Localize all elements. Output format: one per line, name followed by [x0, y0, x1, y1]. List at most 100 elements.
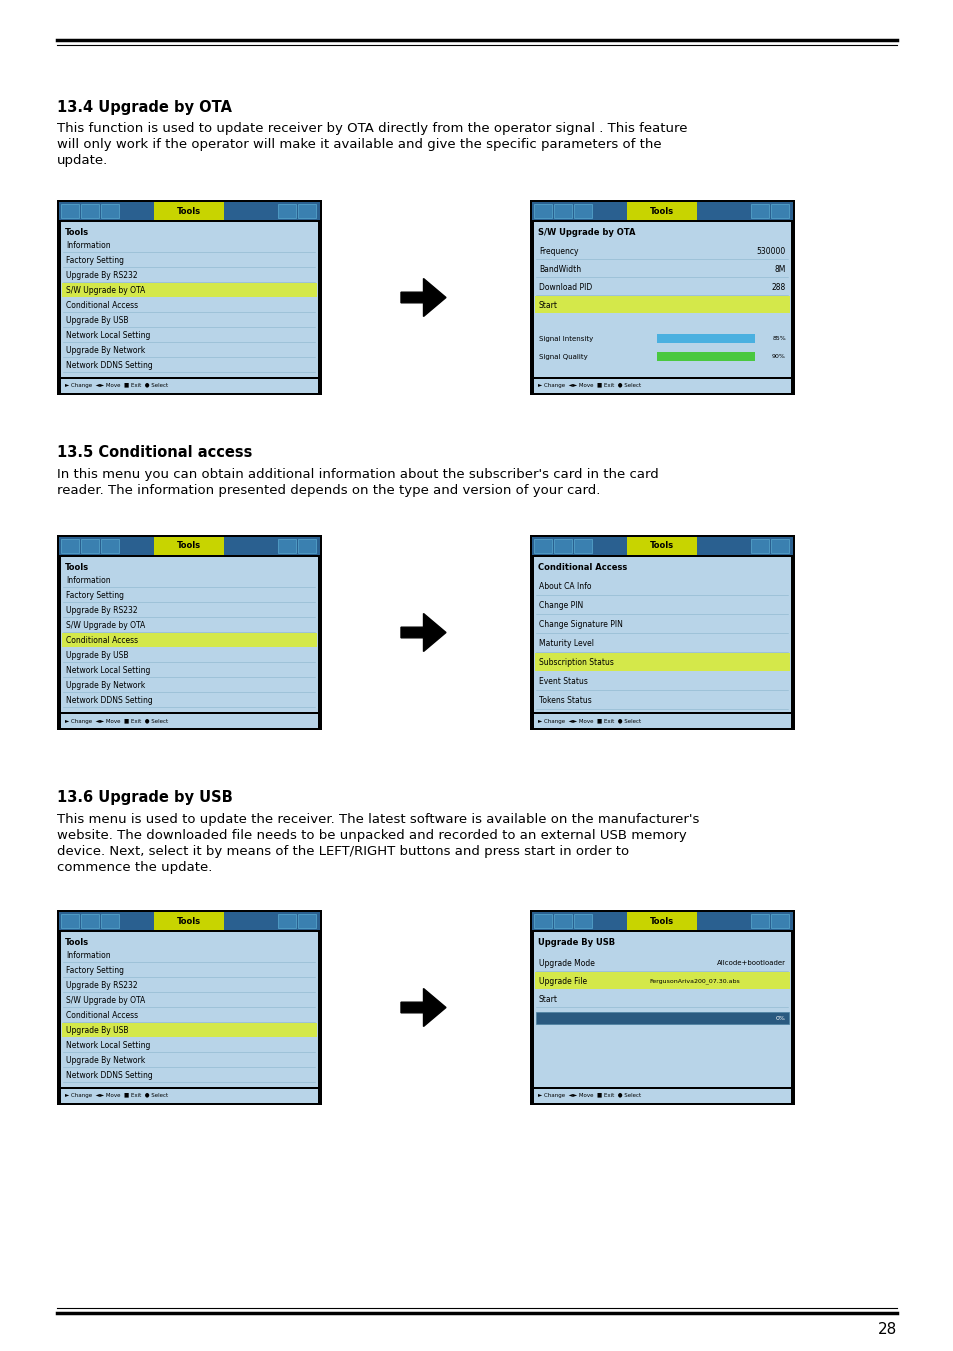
FancyBboxPatch shape [62, 634, 316, 647]
Text: 28: 28 [877, 1323, 896, 1337]
Text: 90%: 90% [771, 354, 785, 359]
Text: 85%: 85% [771, 336, 785, 342]
Text: Information: Information [66, 240, 111, 250]
Text: In this menu you can obtain additional information about the subscriber's card i: In this menu you can obtain additional i… [57, 467, 659, 481]
FancyBboxPatch shape [101, 204, 119, 218]
Text: Network DDNS Setting: Network DDNS Setting [66, 1071, 152, 1079]
FancyBboxPatch shape [62, 282, 316, 297]
Text: This function is used to update receiver by OTA directly from the operator signa: This function is used to update receiver… [57, 122, 687, 135]
FancyBboxPatch shape [101, 915, 119, 928]
Text: FergusonAriva200_07.30.abs: FergusonAriva200_07.30.abs [649, 978, 740, 984]
FancyBboxPatch shape [657, 353, 754, 361]
FancyBboxPatch shape [534, 932, 790, 1088]
FancyBboxPatch shape [574, 204, 592, 218]
FancyBboxPatch shape [297, 204, 315, 218]
FancyBboxPatch shape [61, 557, 317, 712]
Text: S/W Upgrade by OTA: S/W Upgrade by OTA [66, 286, 145, 295]
FancyBboxPatch shape [62, 1023, 316, 1038]
FancyBboxPatch shape [750, 539, 768, 553]
Text: Download PID: Download PID [538, 282, 592, 292]
FancyBboxPatch shape [534, 204, 552, 218]
Text: Information: Information [66, 951, 111, 961]
Text: 288: 288 [771, 282, 785, 292]
FancyBboxPatch shape [535, 653, 789, 671]
FancyBboxPatch shape [57, 911, 322, 1105]
Text: Network Local Setting: Network Local Setting [66, 666, 151, 676]
Text: Frequency: Frequency [538, 246, 578, 255]
Text: Tokens Status: Tokens Status [538, 696, 591, 705]
FancyBboxPatch shape [153, 912, 224, 929]
Text: This menu is used to update the receiver. The latest software is available on th: This menu is used to update the receiver… [57, 813, 699, 825]
FancyBboxPatch shape [554, 204, 572, 218]
Text: Allcode+bootloader: Allcode+bootloader [717, 961, 785, 966]
FancyBboxPatch shape [626, 203, 697, 220]
FancyBboxPatch shape [57, 200, 322, 394]
Text: Upgrade By USB: Upgrade By USB [66, 1025, 129, 1035]
Text: Upgrade By USB: Upgrade By USB [66, 316, 129, 326]
FancyBboxPatch shape [534, 539, 552, 553]
Text: Upgrade By RS232: Upgrade By RS232 [66, 607, 137, 615]
Text: Start: Start [538, 300, 558, 309]
Text: ► Change  ◄► Move  ■ Exit  ● Select: ► Change ◄► Move ■ Exit ● Select [537, 719, 640, 724]
Text: Tools: Tools [176, 207, 201, 216]
Text: 0%: 0% [776, 1016, 785, 1020]
FancyBboxPatch shape [61, 204, 79, 218]
Text: Conditional Access: Conditional Access [66, 301, 138, 309]
FancyBboxPatch shape [101, 539, 119, 553]
Text: Conditional Access: Conditional Access [66, 636, 138, 644]
Text: ► Change  ◄► Move  ■ Exit  ● Select: ► Change ◄► Move ■ Exit ● Select [65, 719, 168, 724]
Text: S/W Upgrade by OTA: S/W Upgrade by OTA [537, 228, 635, 236]
FancyBboxPatch shape [750, 204, 768, 218]
Text: Subscription Status: Subscription Status [538, 658, 613, 667]
FancyBboxPatch shape [59, 203, 319, 220]
FancyBboxPatch shape [59, 536, 319, 555]
FancyBboxPatch shape [297, 539, 315, 553]
Text: Tools: Tools [176, 916, 201, 925]
Text: Upgrade By RS232: Upgrade By RS232 [66, 272, 137, 280]
Text: Signal Quality: Signal Quality [538, 354, 587, 359]
FancyBboxPatch shape [535, 296, 789, 313]
Text: Network DDNS Setting: Network DDNS Setting [66, 696, 152, 705]
FancyBboxPatch shape [277, 204, 295, 218]
FancyBboxPatch shape [770, 915, 788, 928]
FancyBboxPatch shape [574, 915, 592, 928]
Text: ► Change  ◄► Move  ■ Exit  ● Select: ► Change ◄► Move ■ Exit ● Select [65, 384, 168, 389]
Text: Signal Intensity: Signal Intensity [538, 336, 593, 342]
Text: Tools: Tools [65, 938, 89, 947]
Text: Factory Setting: Factory Setting [66, 255, 124, 265]
Text: Conditional Access: Conditional Access [537, 563, 626, 571]
Text: Upgrade By Network: Upgrade By Network [66, 681, 145, 690]
FancyBboxPatch shape [530, 535, 794, 730]
Text: Conditional Access: Conditional Access [66, 1011, 138, 1020]
Text: 13.6 Upgrade by USB: 13.6 Upgrade by USB [57, 790, 233, 805]
FancyBboxPatch shape [530, 911, 794, 1105]
FancyBboxPatch shape [277, 539, 295, 553]
Text: reader. The information presented depends on the type and version of your card.: reader. The information presented depend… [57, 484, 599, 497]
FancyBboxPatch shape [61, 539, 79, 553]
Text: website. The downloaded file needs to be unpacked and recorded to an external US: website. The downloaded file needs to be… [57, 830, 686, 842]
FancyBboxPatch shape [57, 535, 322, 730]
Text: Tools: Tools [649, 207, 674, 216]
Text: commence the update.: commence the update. [57, 861, 213, 874]
FancyBboxPatch shape [59, 912, 319, 929]
FancyBboxPatch shape [61, 1089, 317, 1102]
Text: Upgrade By USB: Upgrade By USB [537, 938, 615, 947]
FancyBboxPatch shape [81, 204, 99, 218]
Text: Upgrade By RS232: Upgrade By RS232 [66, 981, 137, 990]
FancyBboxPatch shape [61, 222, 317, 377]
Text: 13.4 Upgrade by OTA: 13.4 Upgrade by OTA [57, 100, 232, 115]
Text: Tools: Tools [649, 916, 674, 925]
FancyBboxPatch shape [61, 915, 79, 928]
Text: Start: Start [538, 994, 558, 1004]
Text: update.: update. [57, 154, 108, 168]
Text: Tools: Tools [65, 563, 89, 571]
FancyArrow shape [400, 278, 446, 316]
Text: BandWidth: BandWidth [538, 265, 580, 273]
Text: Change Signature PIN: Change Signature PIN [538, 620, 622, 630]
FancyArrow shape [400, 613, 446, 651]
Text: Factory Setting: Factory Setting [66, 966, 124, 975]
Text: ► Change  ◄► Move  ■ Exit  ● Select: ► Change ◄► Move ■ Exit ● Select [537, 384, 640, 389]
FancyBboxPatch shape [770, 539, 788, 553]
Text: Tools: Tools [649, 542, 674, 550]
FancyBboxPatch shape [532, 912, 792, 929]
